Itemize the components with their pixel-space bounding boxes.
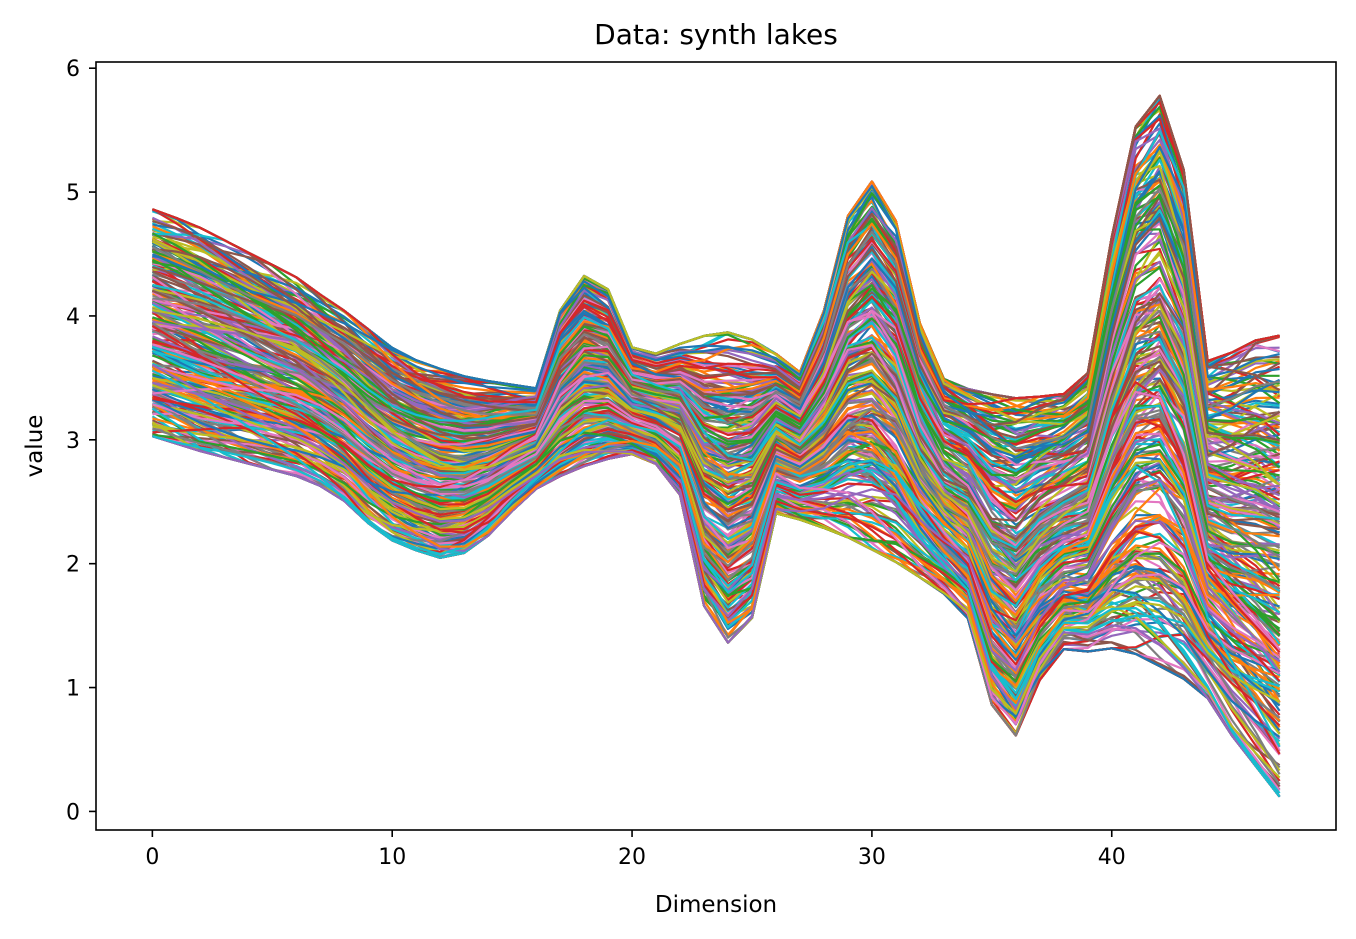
y-tick-label: 1: [66, 677, 80, 702]
series-line: [151, 365, 1281, 632]
y-tick-label: 6: [66, 57, 80, 82]
x-axis-label: Dimension: [655, 892, 777, 918]
series-line: [151, 195, 1280, 444]
series-line: [151, 289, 1280, 552]
x-tick-label: 20: [618, 845, 646, 870]
series-line: [151, 268, 1280, 548]
series-line: [151, 321, 1281, 614]
series-line: [151, 164, 1281, 487]
y-tick-label: 5: [66, 181, 80, 206]
series-line: [152, 283, 1280, 549]
series-line: [152, 387, 1281, 725]
x-axis: 0 10 20 30 40: [145, 830, 1126, 870]
series-line: [151, 295, 1281, 654]
series-line: [151, 368, 1280, 672]
y-tick-label: 4: [66, 305, 80, 330]
y-axis-label: value: [22, 415, 48, 478]
plot-frame: [95, 61, 1337, 831]
y-axis: 0 1 2 3 4 5 6: [66, 57, 96, 825]
series-line: [152, 184, 1281, 477]
y-tick-label: 3: [66, 429, 80, 454]
x-tick-label: 40: [1098, 845, 1126, 870]
series-line: [152, 305, 1281, 573]
series-line: [152, 217, 1280, 522]
chart-title: Data: synth lakes: [594, 18, 838, 51]
series-line: [152, 310, 1281, 651]
series-line: [151, 187, 1280, 450]
series-line: [152, 420, 1281, 798]
y-tick-label: 0: [66, 800, 80, 825]
series-line: [152, 419, 1281, 798]
series-line: [152, 435, 1281, 798]
series-lines: [151, 94, 1281, 798]
series-line: [152, 387, 1281, 737]
series-line: [151, 380, 1281, 738]
series-line: [152, 320, 1280, 591]
x-tick-label: 30: [858, 845, 886, 870]
series-line: [151, 363, 1281, 663]
x-tick-label: 10: [378, 845, 406, 870]
x-tick-label: 0: [145, 845, 159, 870]
y-tick-label: 2: [66, 553, 80, 578]
series-line: [151, 322, 1281, 590]
series-line: [151, 185, 1281, 450]
